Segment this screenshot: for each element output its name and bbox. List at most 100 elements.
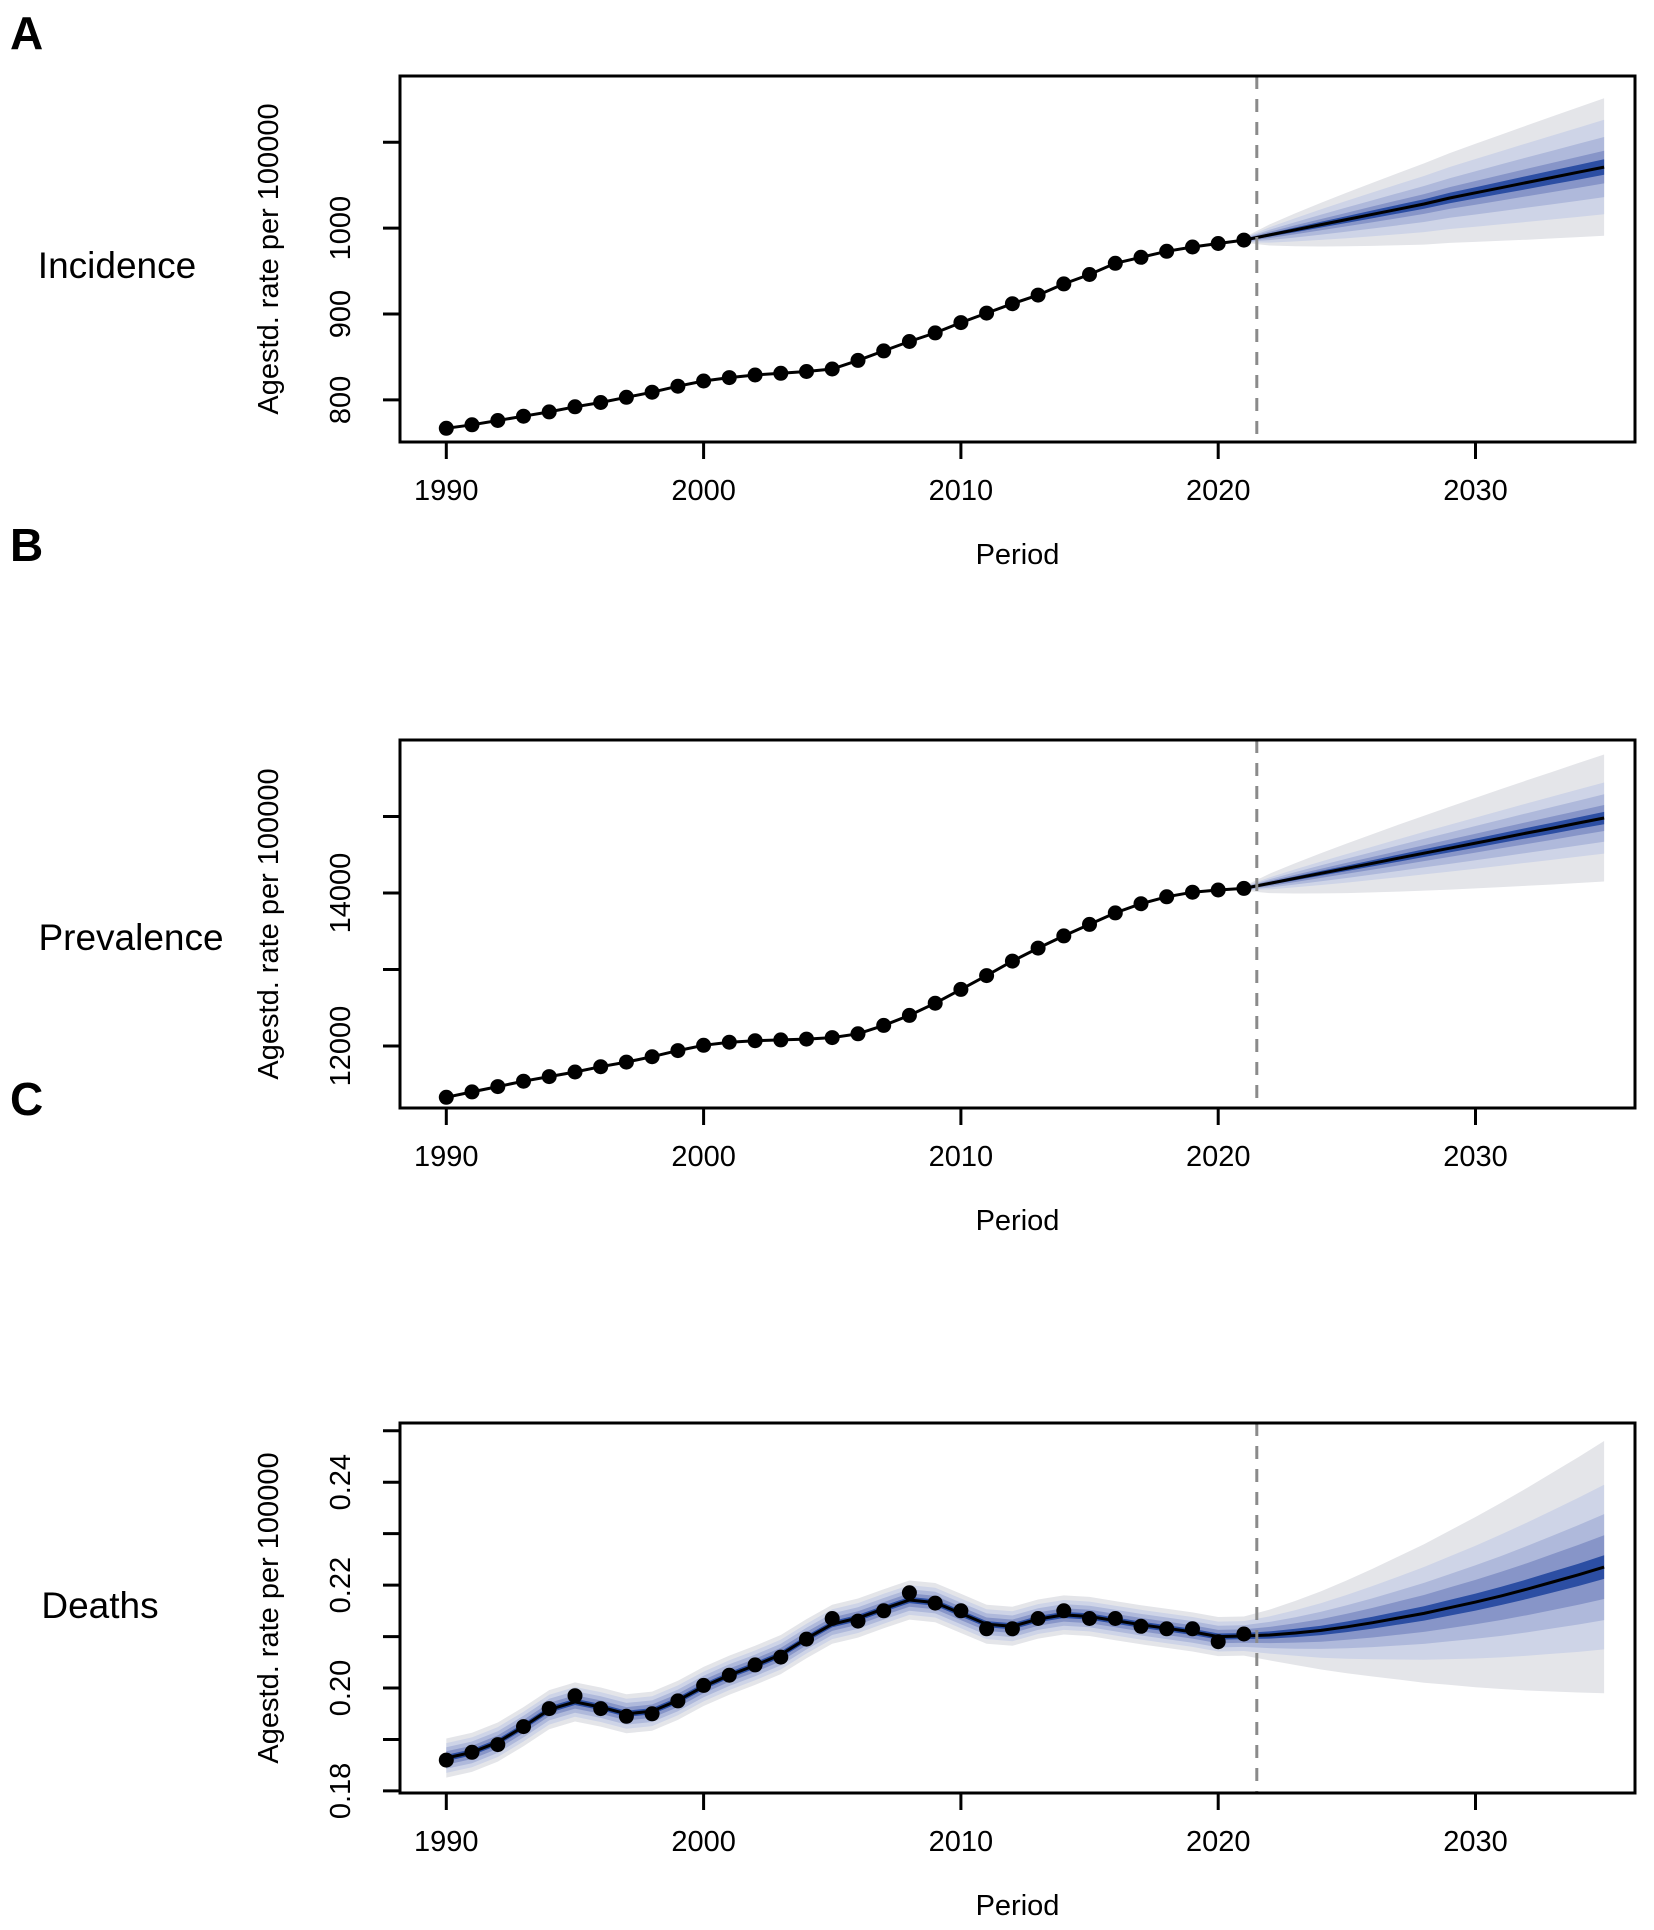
x-tick-label: 1990 <box>414 475 479 507</box>
observed-point <box>541 1069 557 1085</box>
observed-point <box>799 364 814 379</box>
observed-point <box>1159 889 1175 905</box>
x-tick-label: 2020 <box>1186 475 1251 507</box>
x-tick-label: 2000 <box>671 475 736 507</box>
observed-point <box>1056 928 1072 944</box>
observed-point <box>824 1030 840 1046</box>
y-tick-label: 0.20 <box>325 1660 357 1716</box>
observed-point <box>927 325 943 341</box>
observed-point <box>618 1054 634 1070</box>
forecast-median-line <box>1243 816 1605 890</box>
observed-point <box>953 315 969 331</box>
observed-point <box>593 1701 609 1717</box>
observed-point <box>927 1595 943 1611</box>
observed-point <box>876 1017 892 1033</box>
observed-point <box>1133 896 1149 912</box>
fitted-median-line <box>445 1565 1605 1760</box>
observed-point <box>1082 1611 1097 1626</box>
observed-point <box>1133 1618 1149 1634</box>
panel-b: 12000 14000 1990 2000 2010 2020 2030 Agestd. ra… <box>253 738 1637 1237</box>
observed-point <box>979 305 995 321</box>
observed-point <box>1107 905 1123 921</box>
observed-point <box>824 361 840 377</box>
y-tick-label: 14000 <box>325 853 357 934</box>
observed-point <box>1185 239 1200 255</box>
observed-point <box>516 408 531 424</box>
panel-c: 0.18 0.20 0.22 0.24 1990 2000 2010 2020 2030 Ages… <box>253 1421 1637 1922</box>
observed-point <box>773 1032 789 1048</box>
panel-letter-a: A <box>10 7 44 59</box>
observed-point <box>670 1693 686 1709</box>
row-label-incidence: Incidence <box>37 245 197 286</box>
observed-point <box>1185 1621 1200 1637</box>
observed-point <box>1210 882 1226 898</box>
observed-point <box>438 1752 454 1768</box>
y-tick-label: 0.24 <box>325 1454 357 1510</box>
observed-point <box>747 367 763 383</box>
observed-point <box>464 1744 480 1760</box>
x-tick-label: 2000 <box>671 1826 736 1858</box>
observed-point <box>824 1611 840 1626</box>
x-axis-title: Period <box>976 1205 1060 1237</box>
observed-point <box>901 1585 917 1601</box>
y-tick-label: 12000 <box>325 1006 357 1087</box>
observed-point <box>1004 1621 1020 1637</box>
x-tick-label: 2020 <box>1186 1141 1251 1173</box>
y-axis-title: Agestd. rate per 100000 <box>253 1452 285 1763</box>
forecast-band-3 <box>1243 150 1605 242</box>
x-tick-label: 2010 <box>929 1141 994 1173</box>
observed-point <box>670 1043 686 1059</box>
panel-letter-b: B <box>10 519 44 571</box>
observed-point <box>773 1649 789 1665</box>
y-tick-label: 1000 <box>325 196 357 261</box>
x-tick-label: 2030 <box>1443 475 1508 507</box>
observed-point <box>464 417 480 433</box>
observed-point <box>927 995 943 1011</box>
observed-point <box>696 373 712 389</box>
observed-point <box>567 399 583 415</box>
plot-box <box>398 74 1637 444</box>
observed-point <box>516 1719 531 1735</box>
observed-point <box>1236 1626 1252 1642</box>
observed-point <box>490 1737 506 1753</box>
observed-point <box>618 389 634 405</box>
observed-point <box>1030 940 1046 956</box>
x-axis-title: Period <box>976 1890 1060 1922</box>
observed-point <box>1056 276 1072 292</box>
observed-point <box>1236 232 1252 248</box>
observed-point <box>567 1064 583 1080</box>
observed-point <box>1210 236 1226 251</box>
x-tick-label: 2030 <box>1443 1141 1508 1173</box>
observed-point <box>721 370 737 386</box>
observed-point <box>1030 1611 1046 1626</box>
observed-point <box>1004 953 1020 969</box>
x-tick-label: 2020 <box>1186 1826 1251 1858</box>
observed-line <box>445 886 1244 1099</box>
observed-point <box>644 384 660 400</box>
y-tick-label: 0.18 <box>325 1763 357 1819</box>
observed-point <box>901 1007 917 1023</box>
observed-point <box>541 404 557 420</box>
observed-point <box>1056 1603 1072 1619</box>
observed-point <box>670 378 686 394</box>
row-label-prevalence: Prevalence <box>38 917 224 958</box>
y-axis-title: Agestd. rate per 100000 <box>253 768 285 1079</box>
observed-point <box>1210 1634 1226 1650</box>
observed-point <box>1107 255 1123 271</box>
observed-point <box>876 343 892 359</box>
observed-point <box>876 1603 892 1619</box>
observed-point <box>747 1657 763 1673</box>
observed-point <box>1082 916 1097 932</box>
observed-point <box>644 1706 660 1722</box>
observed-line <box>446 238 1245 430</box>
observed-point <box>1185 884 1200 900</box>
observed-point <box>1004 296 1020 312</box>
y-axis-title: Agestd. rate per 100000 <box>253 103 285 414</box>
y-tick-label: 800 <box>325 376 357 424</box>
observed-point <box>1133 249 1149 265</box>
observed-point <box>721 1667 737 1683</box>
observed-point <box>953 981 969 997</box>
forecast-median-line <box>1243 165 1605 242</box>
observed-point <box>850 1613 866 1629</box>
